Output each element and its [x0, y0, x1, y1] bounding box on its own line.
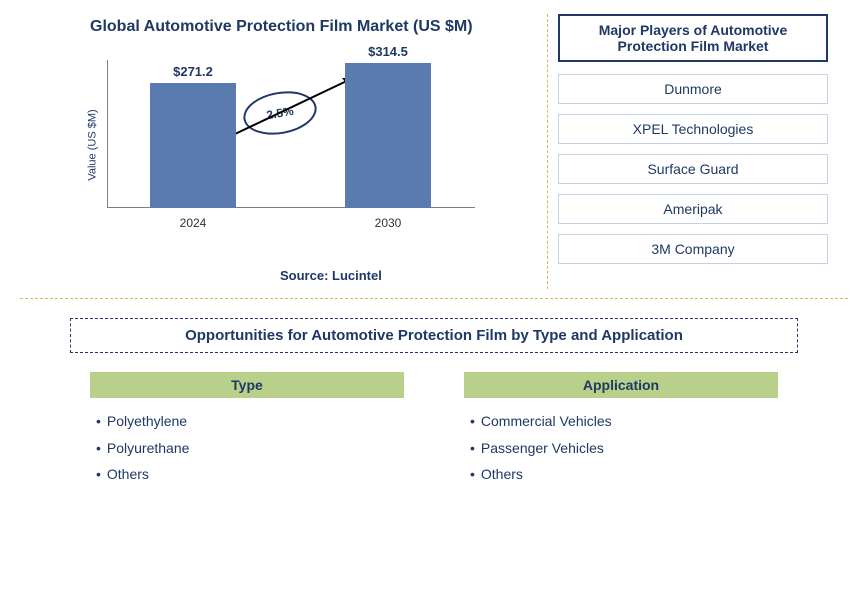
y-axis-label: Value (US $M) — [87, 109, 99, 180]
y-axis — [107, 60, 108, 208]
bullet-icon: • — [96, 440, 101, 456]
list-item-label: Passenger Vehicles — [481, 440, 604, 456]
bullet-icon: • — [96, 466, 101, 482]
list-item: • Polyethylene — [96, 408, 404, 435]
source-text: Source: Lucintel — [280, 268, 382, 283]
list-item-label: Commercial Vehicles — [481, 413, 612, 429]
opportunities-columns: Type • Polyethylene • Polyurethane • Others A… — [90, 372, 778, 488]
list-item: • Others — [470, 461, 778, 488]
list-item-label: Others — [107, 466, 149, 482]
horizontal-divider — [20, 298, 848, 299]
x-tick-2024: 2024 — [150, 216, 236, 230]
player-item: XPEL Technologies — [558, 114, 828, 144]
bullet-icon: • — [470, 413, 475, 429]
bullet-icon: • — [470, 440, 475, 456]
players-panel: Major Players of Automotive Protection F… — [558, 14, 828, 274]
bar-label-2030: $314.5 — [345, 44, 431, 59]
chart-title: Global Automotive Protection Film Market… — [90, 18, 473, 36]
x-tick-2030: 2030 — [345, 216, 431, 230]
list-item-label: Polyethylene — [107, 413, 187, 429]
bullet-icon: • — [470, 466, 475, 482]
players-title: Major Players of Automotive Protection F… — [558, 14, 828, 62]
list-item: • Commercial Vehicles — [470, 408, 778, 435]
bullet-icon: • — [96, 413, 101, 429]
list-item-label: Polyurethane — [107, 440, 190, 456]
type-header: Type — [90, 372, 404, 398]
player-item: Dunmore — [558, 74, 828, 104]
application-column: Application • Commercial Vehicles • Passeng… — [464, 372, 778, 488]
list-item: • Polyurethane — [96, 435, 404, 462]
bar-chart: Value (US $M) 2.5% $271.22024$314.52030 — [95, 60, 475, 230]
player-item: Surface Guard — [558, 154, 828, 184]
application-header: Application — [464, 372, 778, 398]
vertical-divider — [547, 14, 548, 289]
list-item: • Passenger Vehicles — [470, 435, 778, 462]
list-item: • Others — [96, 461, 404, 488]
type-column: Type • Polyethylene • Polyurethane • Others — [90, 372, 404, 488]
opportunities-title: Opportunities for Automotive Protection … — [70, 318, 798, 353]
bar-2030 — [345, 63, 431, 208]
player-item: 3M Company — [558, 234, 828, 264]
list-item-label: Others — [481, 466, 523, 482]
bar-label-2024: $271.2 — [150, 64, 236, 79]
player-item: Ameripak — [558, 194, 828, 224]
bar-2024 — [150, 83, 236, 208]
